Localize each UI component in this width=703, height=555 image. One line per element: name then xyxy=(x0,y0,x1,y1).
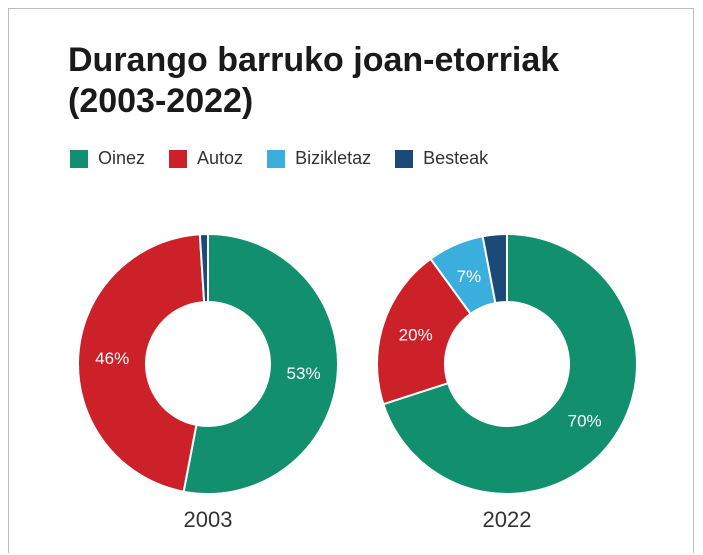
data-label-2022-oinez: 70% xyxy=(568,411,602,430)
chart-title: Durango barruko joan-etorriak (2003-2022… xyxy=(68,40,668,122)
slice-2003-oinez xyxy=(182,232,339,495)
legend-item-bizikletaz: Bizikletaz xyxy=(267,148,371,169)
legend-swatch-besteak xyxy=(395,149,414,168)
legend-label-oinez: Oinez xyxy=(98,148,146,168)
data-label-2022-autoz: 20% xyxy=(399,325,433,344)
legend: Oinez Autoz Bizikletaz Besteak xyxy=(70,148,512,169)
data-label-2022-bizikletaz: 7% xyxy=(457,267,482,286)
year-label-2022: 2022 xyxy=(483,507,532,532)
year-label-2003: 2003 xyxy=(184,507,233,532)
data-label-2003-oinez: 53% xyxy=(287,364,321,383)
chart-title-line-2: (2003-2022) xyxy=(68,82,254,120)
legend-item-oinez: Oinez xyxy=(70,148,145,169)
legend-label-autoz: Autoz xyxy=(197,148,244,168)
legend-item-besteak: Besteak xyxy=(395,148,488,169)
chart-title-line-1: Durango barruko joan-etorriak xyxy=(68,41,560,79)
legend-swatch-autoz xyxy=(169,149,188,168)
legend-label-besteak: Besteak xyxy=(423,148,489,168)
legend-swatch-oinez xyxy=(70,149,88,168)
donut-2003: 53% 46% xyxy=(77,232,339,495)
slice-2022-besteak xyxy=(481,232,508,305)
data-label-2003-autoz: 46% xyxy=(95,349,129,368)
chart-frame xyxy=(8,8,694,553)
slice-2022-oinez xyxy=(382,232,638,495)
donut-2022: 70% 20% 7% xyxy=(376,232,638,495)
legend-swatch-bizikletaz xyxy=(267,149,286,168)
slice-2003-autoz xyxy=(77,233,206,493)
slice-2003-besteak xyxy=(198,232,209,304)
legend-label-bizikletaz: Bizikletaz xyxy=(295,148,372,168)
slice-2022-autoz xyxy=(376,257,472,406)
legend-item-autoz: Autoz xyxy=(169,148,243,169)
